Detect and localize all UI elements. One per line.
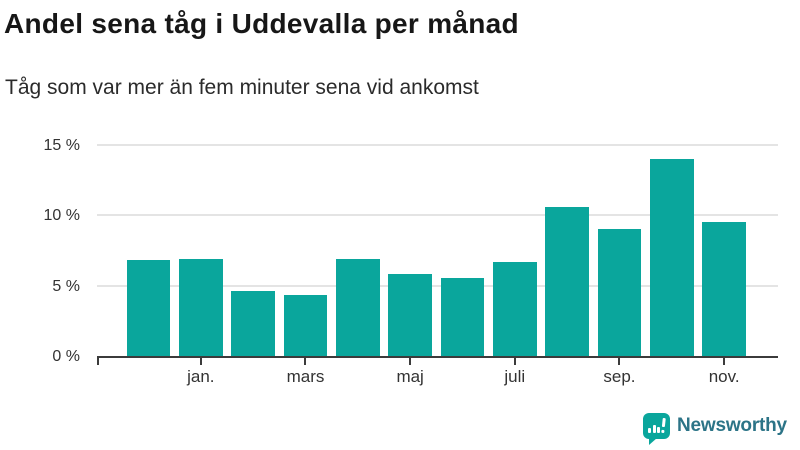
bar-sep: [597, 229, 642, 356]
x-axis-tick-label: jan.: [187, 367, 215, 386]
bar-okt: [650, 158, 694, 356]
bar-feb: [231, 291, 275, 356]
x-axis-tick: [409, 358, 412, 365]
bar-juli: [493, 261, 537, 356]
bar-dec: [126, 260, 171, 356]
x-axis-tick: [513, 358, 516, 365]
bar-jan: [179, 258, 223, 356]
mini-bar-icon: [652, 425, 656, 433]
newsworthy-wordmark: Newsworthy: [677, 415, 787, 436]
y-axis-tick-label: 5 %: [52, 277, 80, 295]
exclamation-icon: [660, 417, 666, 434]
mini-bar-icon: [648, 428, 651, 433]
bar-juni: [440, 278, 485, 356]
x-axis-tick-label: juli: [504, 367, 526, 386]
bar-mars: [283, 295, 328, 356]
y-axis-tick-label: 15 %: [43, 136, 80, 154]
y-gridline: [97, 284, 778, 287]
x-axis-tick: [618, 358, 621, 365]
x-axis-line: [97, 356, 778, 358]
y-gridline: [97, 214, 778, 216]
bar-maj: [388, 274, 432, 356]
x-axis-tick-label: maj: [396, 367, 424, 386]
bar-nov: [702, 222, 746, 356]
y-axis-tick-label: 10 %: [43, 207, 80, 224]
x-axis-tick-label: mars: [286, 367, 325, 386]
x-axis-tick: [723, 358, 726, 365]
mini-bar-icon: [657, 427, 660, 433]
bar-apr: [336, 258, 380, 356]
x-axis-tick-label: nov.: [708, 367, 740, 386]
x-axis-tick-label: sep.: [603, 367, 636, 386]
newsworthy-logo-icon: [643, 413, 670, 445]
bar-aug: [545, 206, 589, 356]
y-gridline: [97, 143, 778, 146]
x-axis-tick: [304, 358, 307, 365]
x-axis-tick: [199, 358, 202, 365]
chart-title: Andel sena tåg i Uddevalla per månad: [4, 8, 519, 39]
y-axis-tick-label: 0 %: [52, 348, 80, 365]
speech-bubble-tail: [649, 438, 657, 445]
x-axis-tick: [97, 358, 99, 365]
chart-subtitle: Tåg som var mer än fem minuter sena vid …: [5, 76, 479, 99]
newsworthy-logo[interactable]: Newsworthy: [643, 411, 787, 445]
